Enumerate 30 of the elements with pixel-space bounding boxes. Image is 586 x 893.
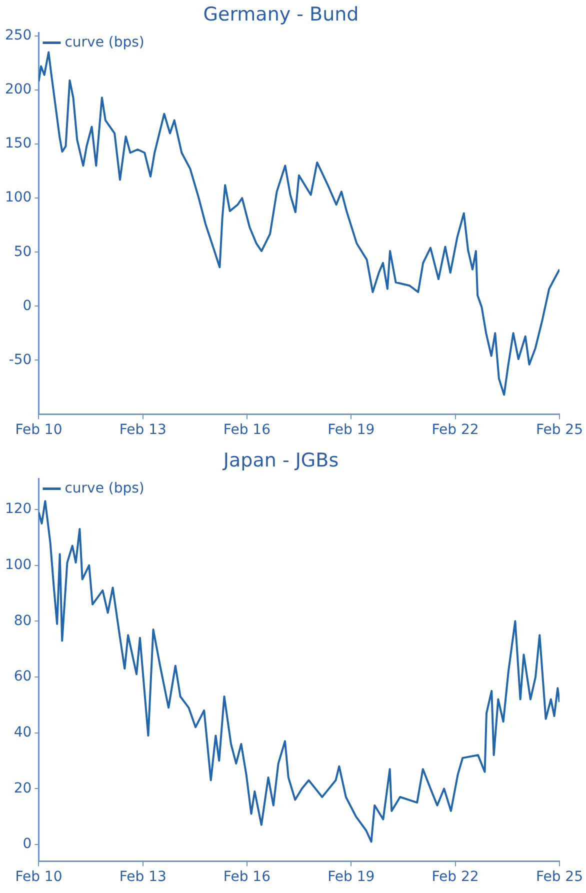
x-tick-label: Feb 25 <box>536 869 584 886</box>
x-tick-label: Feb 22 <box>432 422 479 438</box>
y-tick-label: 100 <box>4 556 32 573</box>
x-tick-label: Feb 22 <box>432 869 479 886</box>
y-tick-label: 250 <box>4 28 32 44</box>
x-tick-label: Feb 19 <box>328 869 375 886</box>
x-tick-label: Feb 10 <box>15 869 62 886</box>
y-tick-label: 150 <box>4 136 32 152</box>
x-tick-label: Feb 16 <box>223 869 271 886</box>
legend-label: curve (bps) <box>64 480 144 496</box>
y-tick-label: -50 <box>8 352 32 368</box>
chart-title: Japan - JGBs <box>222 449 339 472</box>
y-tick-label: 100 <box>4 190 32 206</box>
legend-label: curve (bps) <box>64 34 144 50</box>
x-tick-label: Feb 19 <box>328 422 375 438</box>
x-tick-label: Feb 16 <box>223 422 271 438</box>
y-tick-label: 0 <box>22 298 32 314</box>
y-tick-label: 20 <box>14 780 32 796</box>
x-tick-label: Feb 13 <box>119 869 166 886</box>
x-tick-label: Feb 10 <box>15 422 62 438</box>
y-tick-label: 80 <box>14 612 32 629</box>
y-tick-label: 200 <box>4 82 32 98</box>
y-tick-label: 0 <box>22 836 32 852</box>
x-tick-label: Feb 13 <box>119 422 166 438</box>
y-tick-label: 60 <box>14 668 32 685</box>
y-tick-label: 50 <box>14 244 32 260</box>
chart-title: Germany - Bund <box>203 3 359 26</box>
y-tick-label: 120 <box>4 501 32 518</box>
y-tick-label: 40 <box>14 724 32 740</box>
x-tick-label: Feb 25 <box>536 422 584 438</box>
